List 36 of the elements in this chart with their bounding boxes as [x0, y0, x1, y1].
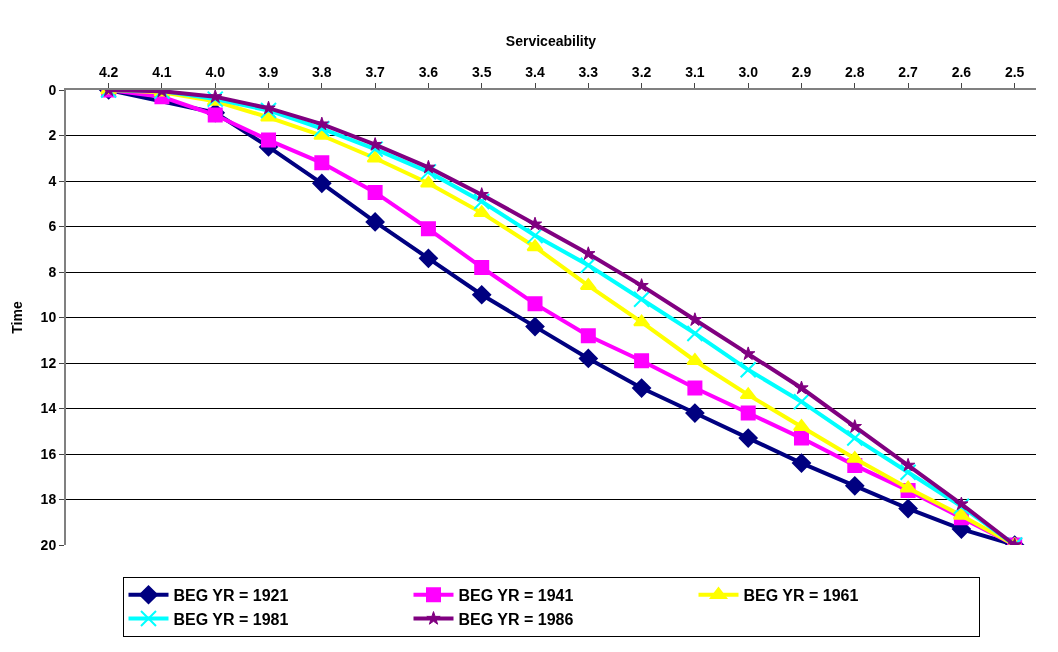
y-tick-label: 10: [40, 309, 57, 326]
legend-label: BEG YR = 1986: [458, 610, 574, 628]
x-tick-label: 2.6: [951, 64, 972, 81]
x-tick-label: 4.1: [152, 64, 172, 81]
x-tick-label: 2.8: [845, 64, 865, 81]
y-tick-label: 20: [40, 536, 57, 553]
y-tick-label: 8: [48, 263, 57, 280]
y-tick-label: 0: [48, 81, 57, 98]
y-axis-title: Time: [8, 301, 25, 334]
legend-label: BEG YR = 1981: [173, 610, 289, 628]
x-tick-label: 3.1: [685, 64, 705, 81]
y-tick-label: 14: [40, 400, 57, 417]
legend-label: BEG YR = 1961: [743, 586, 859, 604]
x-tick-label: 3.7: [365, 64, 386, 81]
y-tick-label: 18: [40, 491, 57, 508]
x-tick-label: 2.5: [1004, 64, 1025, 81]
x-tick-label: 3.6: [418, 64, 439, 81]
x-tick-label: 3.0: [738, 64, 759, 81]
y-tick-label: 16: [40, 445, 57, 462]
x-tick-label: 3.5: [471, 64, 492, 81]
y-tick-label: 4: [48, 172, 57, 189]
legend-label: BEG YR = 1941: [458, 586, 574, 604]
legend-label: BEG YR = 1921: [173, 586, 289, 604]
x-tick-label: 3.2: [631, 64, 652, 81]
x-tick-label: 3.3: [578, 64, 599, 81]
x-tick-label: 4.2: [98, 64, 119, 81]
x-tick-label: 3.8: [312, 64, 332, 81]
x-axis-title: Serviceability: [505, 32, 597, 49]
y-tick-label: 12: [40, 354, 57, 371]
x-tick-label: 4.0: [205, 64, 226, 81]
x-tick-label: 3.4: [525, 64, 545, 81]
x-tick-label: 2.7: [898, 64, 919, 81]
y-tick-label: 2: [48, 127, 57, 144]
y-tick-label: 6: [48, 218, 57, 235]
x-tick-label: 3.9: [258, 64, 279, 81]
x-tick-label: 2.9: [791, 64, 812, 81]
